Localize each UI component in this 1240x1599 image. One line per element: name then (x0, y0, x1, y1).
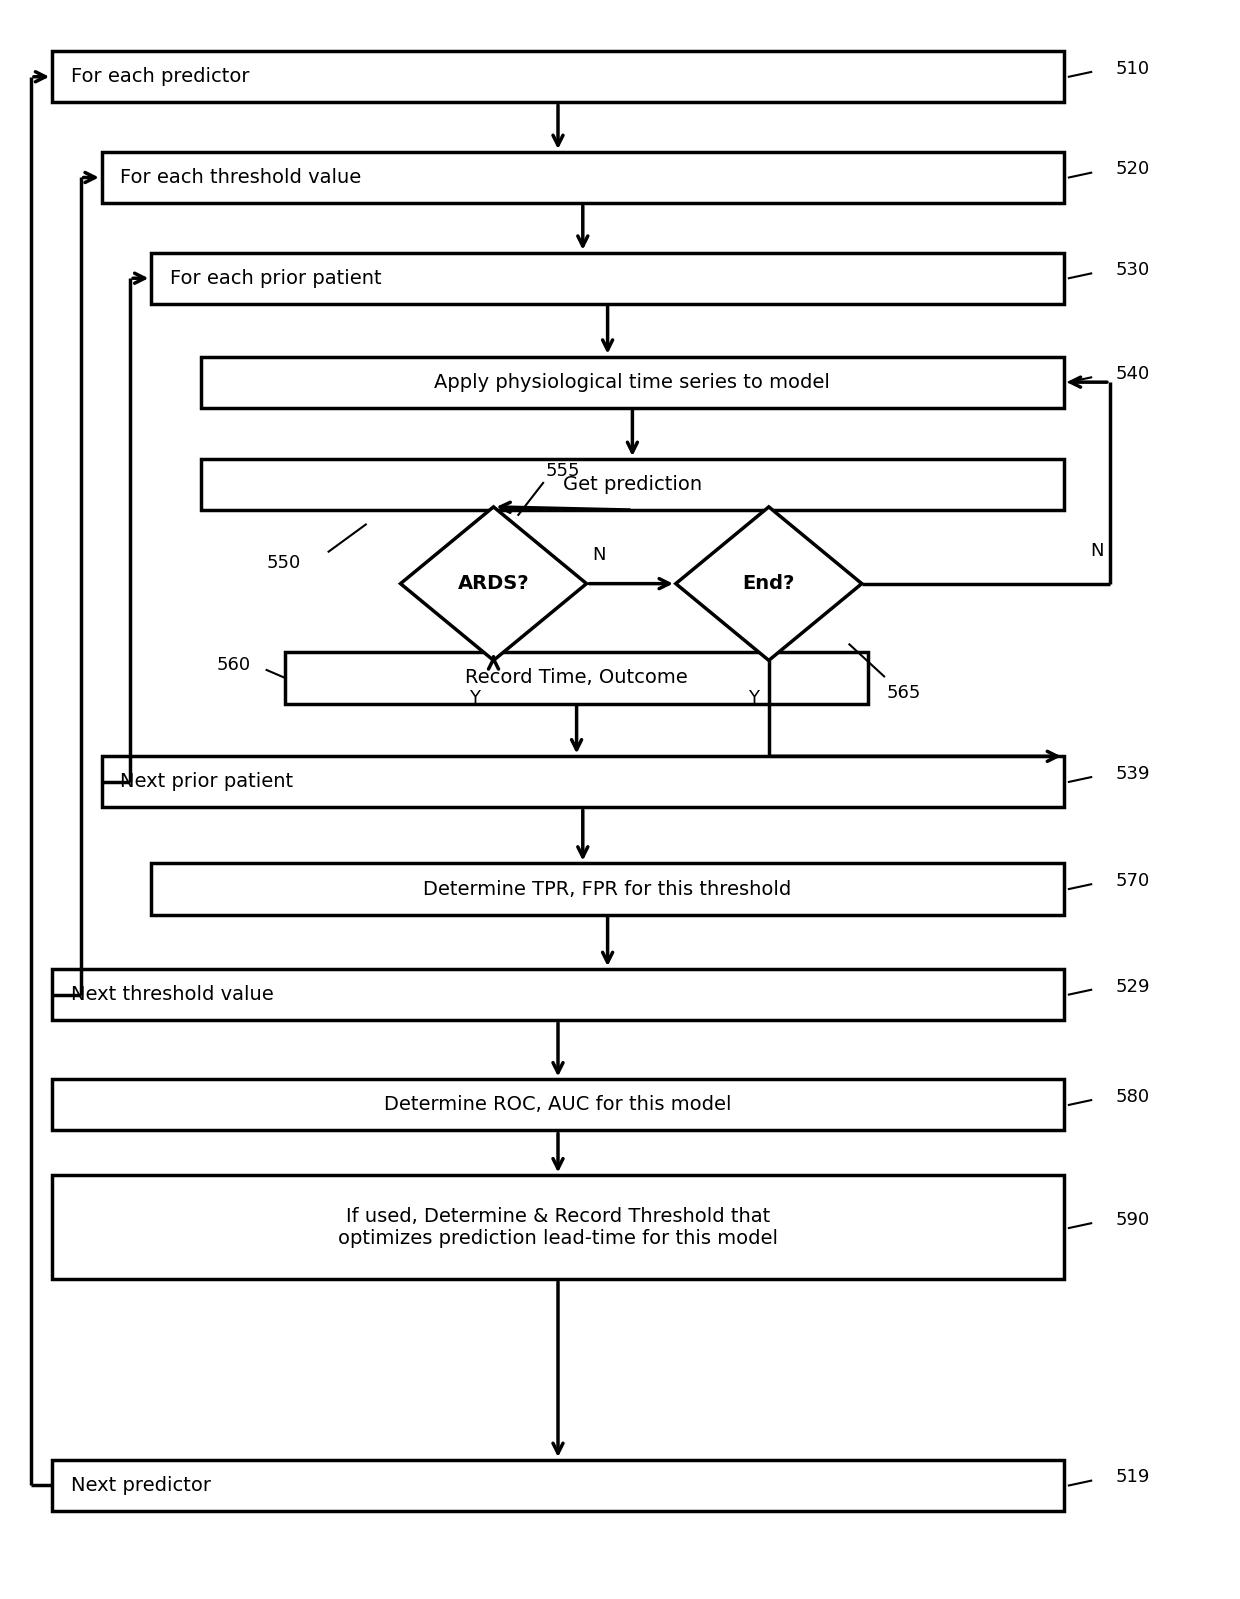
Text: Next threshold value: Next threshold value (71, 985, 274, 1004)
FancyBboxPatch shape (52, 969, 1064, 1020)
Text: Determine TPR, FPR for this threshold: Determine TPR, FPR for this threshold (424, 879, 791, 899)
Text: End?: End? (743, 574, 795, 593)
FancyBboxPatch shape (52, 1079, 1064, 1130)
Text: Apply physiological time series to model: Apply physiological time series to model (434, 373, 831, 392)
Text: For each threshold value: For each threshold value (120, 168, 362, 187)
FancyBboxPatch shape (151, 863, 1064, 915)
FancyBboxPatch shape (102, 756, 1064, 807)
FancyBboxPatch shape (151, 253, 1064, 304)
Text: 580: 580 (1116, 1087, 1151, 1107)
Text: 570: 570 (1116, 871, 1151, 891)
Text: For each prior patient: For each prior patient (170, 269, 382, 288)
Text: 565: 565 (887, 684, 921, 702)
Text: Next predictor: Next predictor (71, 1476, 211, 1495)
FancyBboxPatch shape (52, 51, 1064, 102)
Text: 520: 520 (1116, 160, 1151, 179)
Text: 560: 560 (217, 656, 252, 675)
Text: N: N (593, 547, 606, 564)
FancyBboxPatch shape (285, 652, 868, 704)
Text: Record Time, Outcome: Record Time, Outcome (465, 668, 688, 688)
Text: 539: 539 (1116, 764, 1151, 784)
Text: 540: 540 (1116, 365, 1151, 384)
Text: 519: 519 (1116, 1468, 1151, 1487)
Text: 590: 590 (1116, 1210, 1151, 1230)
Text: For each predictor: For each predictor (71, 67, 249, 86)
Text: If used, Determine & Record Threshold that
optimizes prediction lead-time for th: If used, Determine & Record Threshold th… (339, 1207, 777, 1247)
Text: 529: 529 (1116, 977, 1151, 996)
Text: 550: 550 (267, 553, 301, 572)
Text: 510: 510 (1116, 59, 1151, 78)
Text: Get prediction: Get prediction (563, 475, 702, 494)
FancyBboxPatch shape (201, 357, 1064, 408)
Text: Y: Y (749, 689, 759, 707)
Text: 555: 555 (546, 462, 580, 480)
Text: 530: 530 (1116, 261, 1151, 280)
Text: Next prior patient: Next prior patient (120, 772, 294, 792)
Text: ARDS?: ARDS? (458, 574, 529, 593)
FancyBboxPatch shape (102, 152, 1064, 203)
Polygon shape (401, 507, 587, 660)
FancyBboxPatch shape (201, 459, 1064, 510)
FancyBboxPatch shape (52, 1175, 1064, 1279)
Text: Determine ROC, AUC for this model: Determine ROC, AUC for this model (384, 1095, 732, 1115)
Text: Y: Y (470, 689, 480, 707)
Text: N: N (1091, 542, 1104, 560)
Polygon shape (676, 507, 862, 660)
FancyBboxPatch shape (52, 1460, 1064, 1511)
